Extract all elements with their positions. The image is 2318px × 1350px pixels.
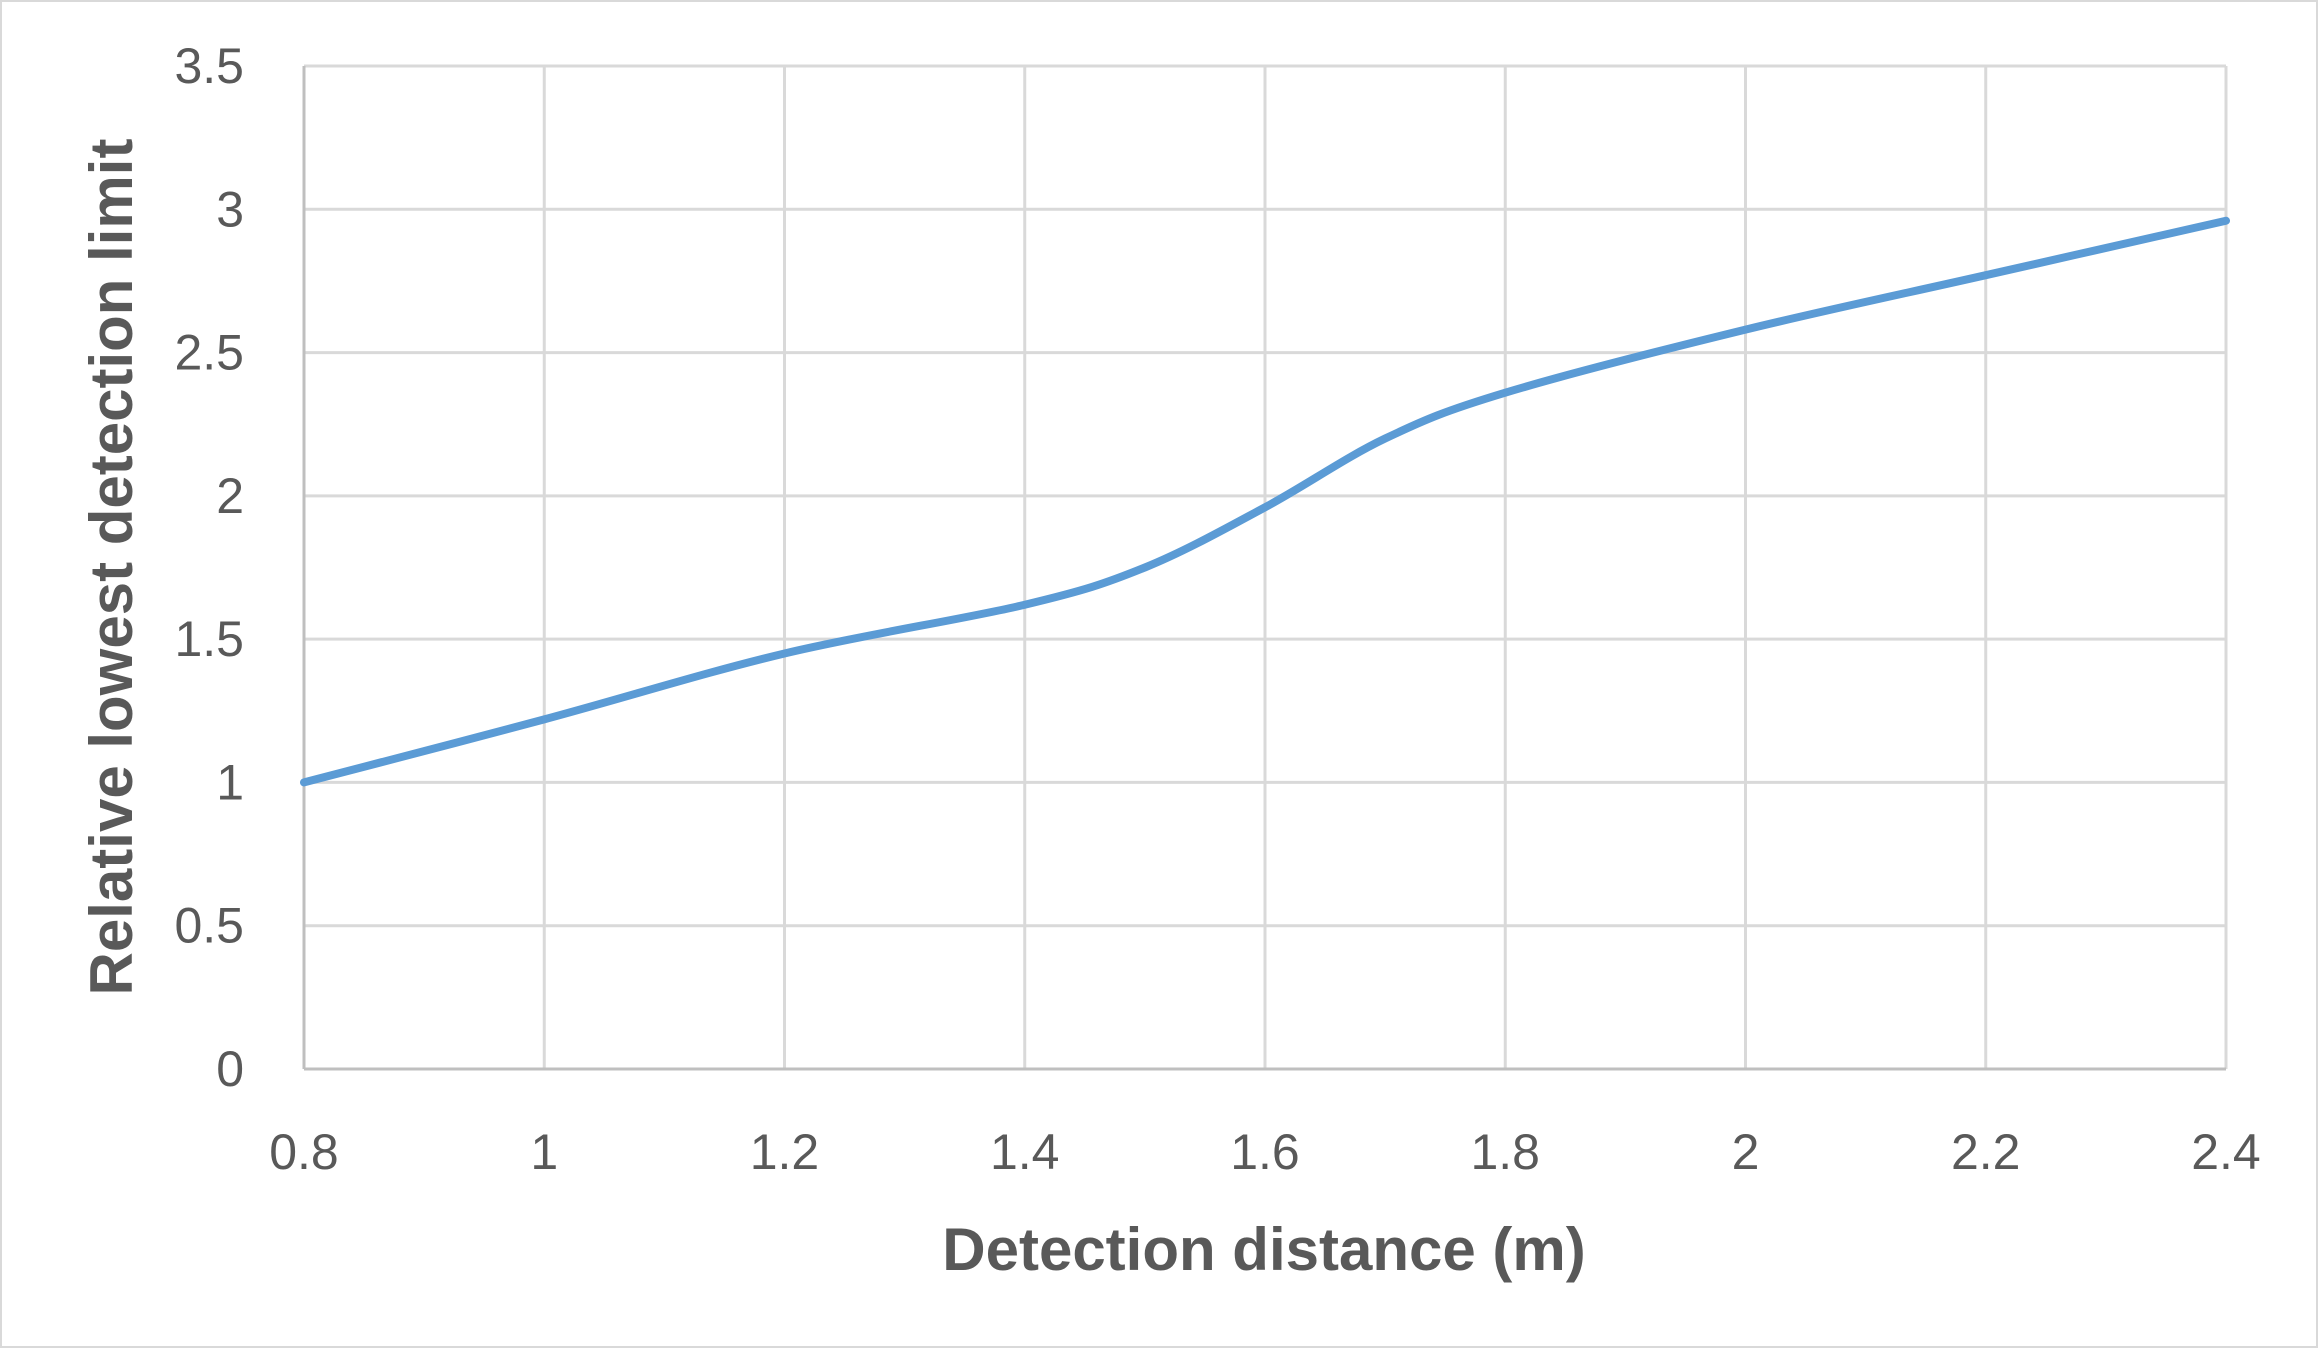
y-tick-label: 2.5 [174, 325, 244, 381]
y-tick-labels: 0 0.5 1 1.5 2 2.5 3 3.5 [174, 38, 244, 1097]
x-tick-label: 1.2 [750, 1124, 820, 1180]
y-tick-label: 1 [216, 754, 244, 810]
x-tick-label: 1 [530, 1124, 558, 1180]
y-tick-label: 3 [216, 181, 244, 237]
series-line-0 [300, 216, 2230, 787]
series-group [300, 216, 2230, 787]
y-tick-label: 2 [216, 468, 244, 524]
x-tick-label: 1.8 [1470, 1124, 1540, 1180]
x-axis-title: Detection distance (m) [942, 1216, 1585, 1283]
x-tick-label: 0.8 [269, 1124, 339, 1180]
gridlines [304, 64, 2228, 1069]
y-tick-label: 0 [216, 1041, 244, 1097]
axes [302, 66, 2226, 1071]
x-tick-label: 2.2 [1951, 1124, 2021, 1180]
y-tick-label: 0.5 [174, 898, 244, 954]
y-tick-label: 1.5 [174, 611, 244, 667]
x-tick-label: 2.4 [2191, 1124, 2261, 1180]
x-tick-label: 1.4 [990, 1124, 1060, 1180]
x-tick-label: 2 [1732, 1124, 1760, 1180]
y-tick-label: 3.5 [174, 38, 244, 94]
x-tick-labels: 0.8 1 1.2 1.4 1.6 1.8 2 2.2 2.4 [269, 1124, 2261, 1180]
y-axis-title: Relative lowest detection limit [78, 139, 145, 996]
x-tick-label: 1.6 [1230, 1124, 1300, 1180]
